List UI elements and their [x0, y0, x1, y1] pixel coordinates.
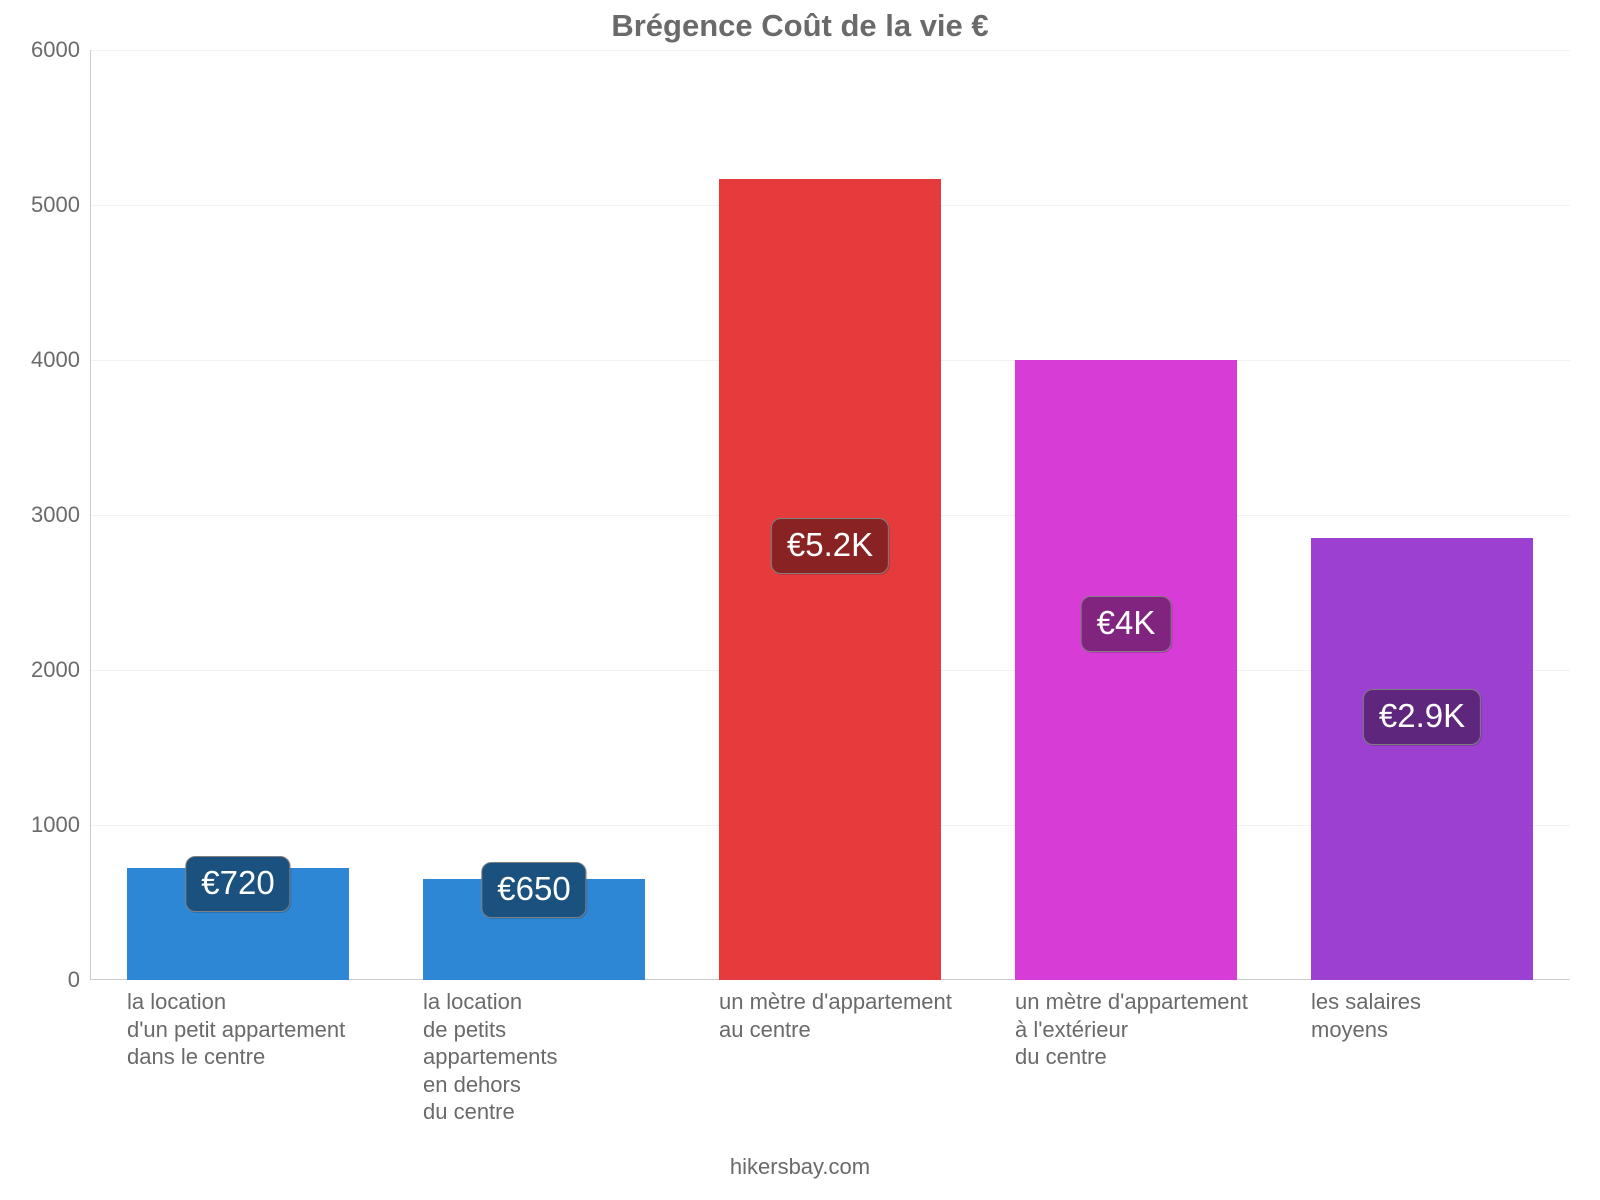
- chart-container: Brégence Coût de la vie € 01000200030004…: [0, 0, 1600, 1200]
- y-tick-label: 2000: [31, 657, 80, 683]
- y-tick-label: 3000: [31, 502, 80, 528]
- bar-value-label: €4K: [1081, 596, 1172, 652]
- bar: [1015, 360, 1237, 980]
- bar: [1311, 538, 1533, 980]
- chart-footer: hikersbay.com: [0, 1154, 1600, 1180]
- y-tick-label: 4000: [31, 347, 80, 373]
- x-tick-label: un mètre d'appartement à l'extérieur du …: [1015, 988, 1248, 1071]
- x-tick-label: les salaires moyens: [1311, 988, 1421, 1043]
- y-tick-label: 1000: [31, 812, 80, 838]
- y-tick-label: 5000: [31, 192, 80, 218]
- bar-value-label: €650: [481, 862, 586, 918]
- gridline: [90, 50, 1570, 51]
- y-tick-label: 6000: [31, 37, 80, 63]
- chart-title: Brégence Coût de la vie €: [0, 8, 1600, 44]
- y-tick-label: 0: [68, 967, 80, 993]
- y-axis: [90, 50, 91, 980]
- bar-value-label: €2.9K: [1363, 689, 1481, 745]
- bar: [719, 179, 941, 980]
- plot-area: 0100020003000400050006000€720la location…: [90, 50, 1570, 980]
- bar-value-label: €5.2K: [771, 518, 889, 574]
- bar-value-label: €720: [185, 856, 290, 912]
- x-tick-label: la location d'un petit appartement dans …: [127, 988, 345, 1071]
- x-tick-label: un mètre d'appartement au centre: [719, 988, 952, 1043]
- x-tick-label: la location de petits appartements en de…: [423, 988, 558, 1126]
